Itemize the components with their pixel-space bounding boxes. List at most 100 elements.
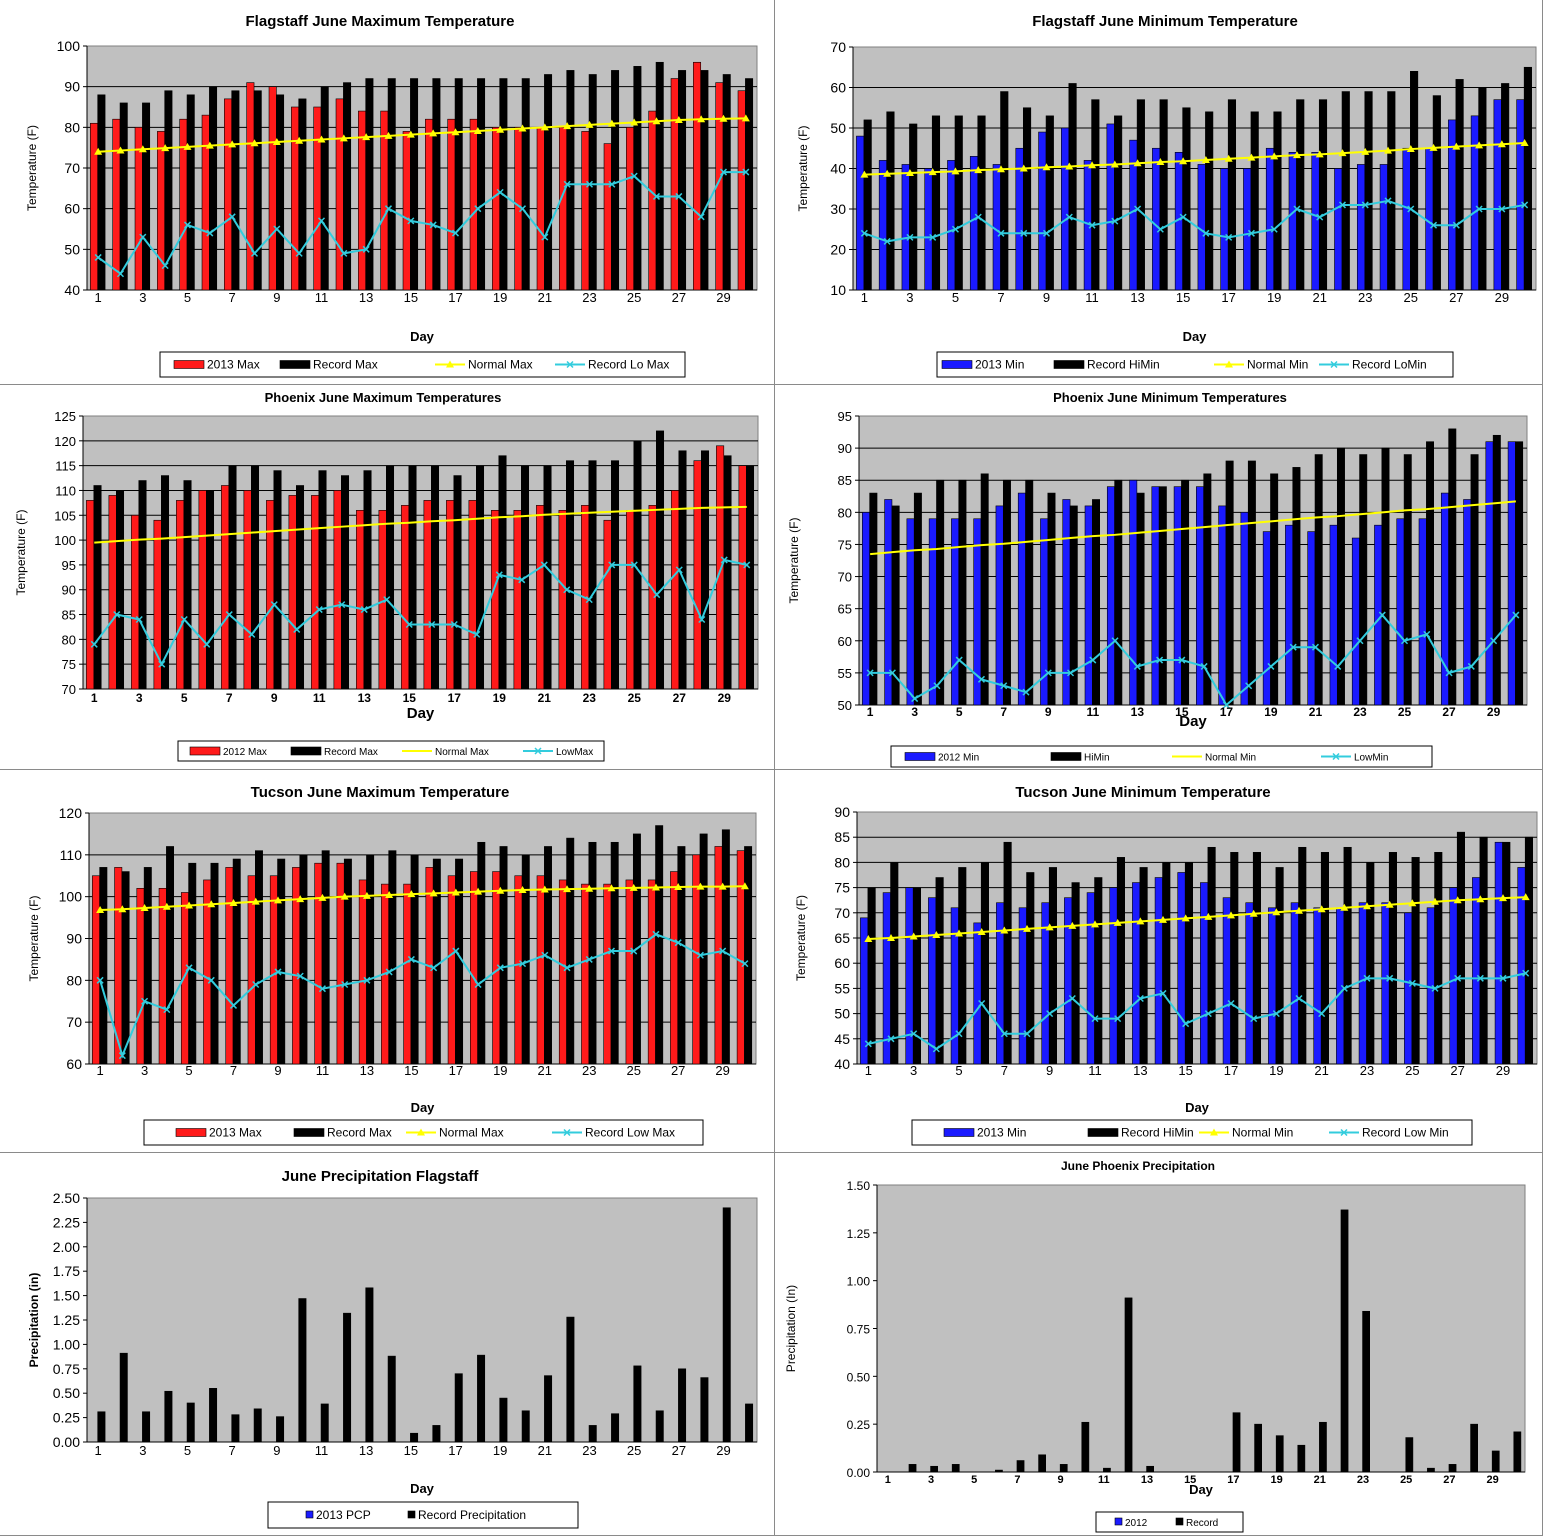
x-tick-label: 29: [716, 290, 730, 305]
y-tick-label: 60: [838, 634, 852, 649]
x-tick-label: 9: [1046, 1063, 1053, 1078]
bar-red: [313, 106, 322, 291]
bar-blue: [1109, 887, 1118, 1065]
bar-blue: [1463, 499, 1472, 706]
bar-blue: [1220, 168, 1229, 291]
bar-black: [1252, 852, 1261, 1065]
bar-black: [1124, 1297, 1133, 1473]
x-tick-label: 9: [273, 1443, 280, 1458]
bar-red: [603, 519, 612, 690]
x-tick-label: 11: [316, 1063, 330, 1078]
x-marker: [248, 630, 256, 638]
bar-red: [447, 118, 456, 291]
bar-black: [1273, 111, 1282, 291]
x-tick-label: 17: [1227, 1474, 1239, 1486]
bar-blue: [1334, 168, 1343, 291]
chart-title: Flagstaff June Minimum Temperature: [1032, 13, 1298, 30]
chart-flagstaff-precip: June Precipitation Flagstaff 0.00 0.25 0.50…: [27, 1168, 758, 1529]
x-marker: [630, 947, 638, 955]
bar-red: [625, 879, 634, 1065]
x-marker: [1134, 205, 1142, 213]
x-tick-label: 5: [184, 290, 191, 305]
y-tick-label: 105: [54, 508, 76, 523]
bar-black: [1388, 852, 1397, 1065]
bar-blue: [1245, 902, 1254, 1065]
legend-swatch: [1114, 1517, 1123, 1526]
x-marker: [274, 968, 282, 976]
legend-marker: [1332, 752, 1340, 761]
x-tick-label: 5: [181, 691, 188, 705]
x-marker: [1408, 979, 1416, 987]
triangle-marker: [1113, 918, 1122, 926]
bar-red: [647, 879, 656, 1065]
bar-black: [273, 470, 282, 690]
bar-red: [225, 867, 234, 1065]
x-marker: [1178, 656, 1186, 664]
bar-black: [935, 877, 944, 1065]
series-line: [868, 896, 1526, 941]
x-marker: [161, 262, 169, 270]
bar-blue: [1285, 524, 1294, 706]
x-tick-label: 7: [230, 1063, 237, 1078]
bar-red: [266, 500, 275, 690]
triangle-marker: [205, 141, 214, 149]
x-marker: [1378, 611, 1386, 619]
x-marker: [273, 225, 281, 233]
bar-black: [610, 841, 619, 1065]
triangle-marker: [1453, 896, 1462, 904]
legend-marker: [1210, 1128, 1218, 1136]
bar-black: [1478, 87, 1487, 291]
legend-label: Record Max: [313, 358, 378, 372]
bar-black: [1292, 467, 1301, 706]
bar-blue: [1396, 518, 1405, 706]
bar-red: [425, 118, 434, 291]
bar-black: [432, 1425, 441, 1443]
bar-black: [886, 111, 895, 291]
x-marker: [1476, 974, 1484, 982]
bar-blue: [878, 160, 887, 291]
bar-blue: [1381, 902, 1390, 1065]
x-marker: [951, 225, 959, 233]
chart-panel-tucson-max: Tucson June Maximum Temperature 60 70 80 90 1…: [0, 770, 775, 1153]
bar-black: [890, 862, 899, 1065]
bar-black: [521, 78, 530, 291]
bar-black: [255, 850, 263, 1065]
legend-label: Record Low Min: [1362, 1126, 1449, 1140]
bar-black: [318, 470, 327, 690]
triangle-marker: [138, 145, 147, 153]
x-tick-label: 29: [718, 691, 732, 705]
series-line: [864, 141, 1525, 176]
bar-red: [559, 127, 568, 291]
bar-black: [119, 1352, 128, 1443]
bar-black: [119, 102, 128, 291]
triangle-marker: [385, 890, 394, 898]
triangle-marker: [883, 169, 892, 177]
bar-blue: [1152, 147, 1161, 291]
x-tick-label: 27: [1449, 290, 1463, 305]
bar-black: [1230, 852, 1239, 1065]
bar-black: [183, 480, 192, 690]
x-marker: [90, 640, 98, 648]
x-tick-label: 1: [861, 290, 868, 305]
bar-black: [1405, 1437, 1414, 1473]
bar-black: [611, 1413, 620, 1443]
triangle-marker: [1521, 893, 1530, 901]
bar-black: [116, 490, 125, 690]
bar-black: [1366, 862, 1375, 1065]
bar-blue: [1132, 882, 1141, 1065]
bar-blue: [1470, 115, 1479, 291]
triangle-marker: [1247, 153, 1256, 161]
bar-black: [1092, 499, 1101, 706]
x-tick-label: 15: [1184, 1474, 1196, 1486]
x-tick-label: 17: [448, 691, 462, 705]
y-axis-label: Precipitation (in): [27, 1273, 41, 1368]
triangle-marker: [1091, 920, 1099, 928]
triangle-marker: [996, 165, 1005, 173]
triangle-marker: [928, 168, 937, 176]
bar-blue: [901, 164, 910, 291]
bar-black: [722, 1207, 731, 1443]
bar-black: [228, 465, 237, 690]
triangle-marker: [185, 901, 194, 909]
x-marker: [296, 972, 304, 980]
y-tick-label: 40: [830, 161, 846, 177]
